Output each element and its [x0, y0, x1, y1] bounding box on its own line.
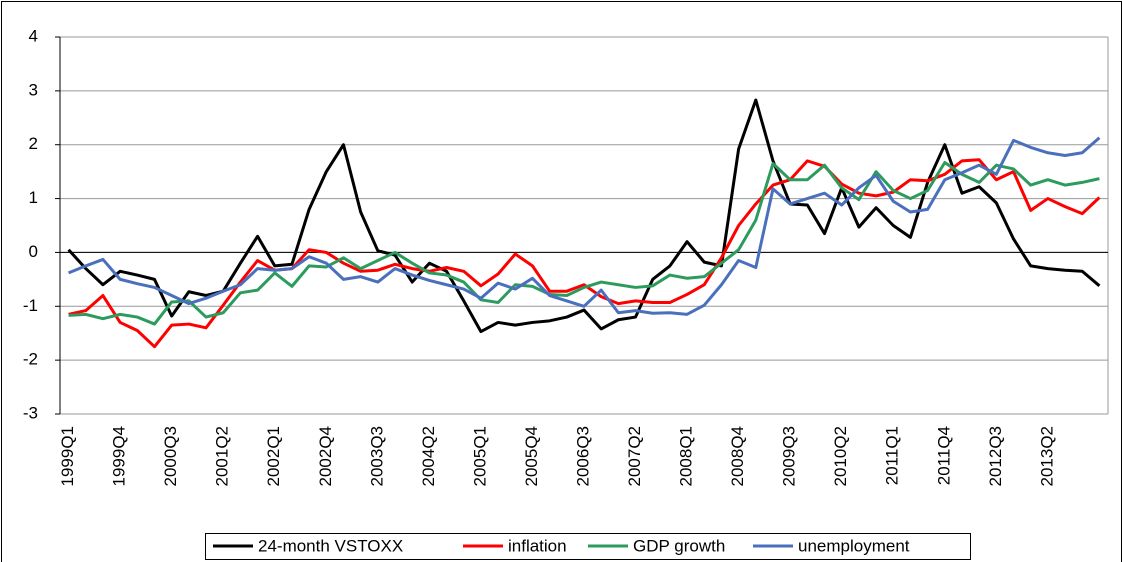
y-tick-label: 0 — [29, 242, 38, 261]
x-tick-label: 2010Q2 — [831, 426, 850, 487]
y-tick-label: 1 — [29, 188, 38, 207]
series-line — [67, 98, 1101, 334]
x-tick-label: 2005Q1 — [470, 426, 489, 487]
y-tick-label: 4 — [29, 26, 38, 45]
x-tick-label: 2003Q3 — [367, 426, 386, 487]
x-tick-label: 1999Q1 — [58, 426, 77, 487]
legend-label: inflation — [508, 536, 567, 555]
series-line — [68, 160, 1100, 326]
legend: 24-month VSTOXX inflation GDP growth unempl… — [205, 533, 971, 560]
x-tick-label: 2001Q2 — [213, 426, 232, 487]
y-tick-label: 2 — [29, 134, 38, 153]
y-tick-label: 3 — [29, 80, 38, 99]
x-tick-label: 2008Q4 — [728, 426, 747, 487]
series-line — [68, 158, 1101, 349]
x-tick-label: 2012Q3 — [986, 426, 1005, 487]
y-tick-label: -1 — [23, 296, 38, 315]
x-tick-label: 1999Q4 — [110, 426, 129, 487]
x-tick-label: 2011Q1 — [883, 426, 902, 485]
series-line — [68, 136, 1101, 316]
legend-label: GDP growth — [633, 536, 725, 555]
y-tick-label: -3 — [23, 403, 38, 422]
legend-label: 24-month VSTOXX — [258, 536, 403, 555]
legend-label: unemployment — [798, 536, 910, 555]
x-tick-label: 2004Q2 — [419, 426, 438, 487]
x-tick-label: 2008Q1 — [677, 426, 696, 487]
x-tick-label: 2011Q4 — [934, 426, 953, 485]
x-tick-label: 2002Q4 — [316, 426, 335, 487]
x-tick-label: 2009Q3 — [780, 426, 799, 487]
x-tick-label: 2002Q1 — [264, 426, 283, 487]
x-tick-label: 2000Q3 — [161, 426, 180, 487]
x-tick-label: 2005Q4 — [522, 426, 541, 487]
x-tick-label: 2007Q2 — [625, 426, 644, 487]
y-tick-label: -2 — [23, 350, 38, 369]
x-tick-label: 2006Q3 — [573, 426, 592, 487]
x-tick-label: 2013Q2 — [1037, 426, 1056, 487]
